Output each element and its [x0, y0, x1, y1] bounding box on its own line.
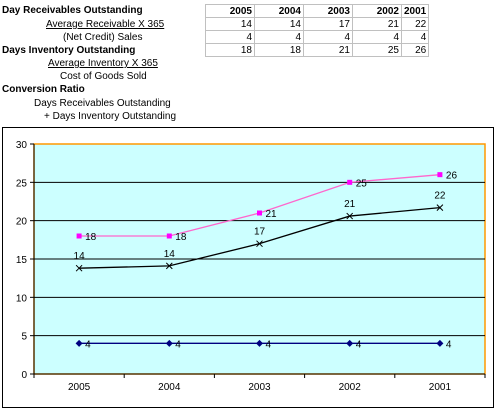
data-point-diamond — [75, 339, 83, 347]
data-point-x — [75, 264, 83, 272]
table-cell[interactable]: 18 — [205, 43, 255, 57]
data-label: 14 — [74, 251, 86, 262]
data-label: 18 — [85, 232, 97, 243]
data-point-diamond — [165, 339, 173, 347]
data-label: 26 — [446, 171, 458, 182]
ccr-line2: + Days Inventory Outstanding — [44, 111, 177, 122]
year-header: 2002 — [352, 4, 402, 18]
data-label: 22 — [434, 191, 446, 202]
chart-object[interactable]: 0 5 10 15 20 25 30 2005 2004 2003 2002 2001 18 18 21 25… — [2, 127, 494, 408]
y-tick-label: 10 — [16, 293, 28, 304]
data-label: 4 — [356, 339, 362, 350]
table-row: 14 14 17 21 22 — [205, 17, 430, 31]
table-cell[interactable]: 21 — [352, 17, 402, 31]
y-tick-label: 30 — [16, 140, 28, 151]
data-label: 4 — [266, 339, 272, 350]
year-header: 2003 — [303, 4, 353, 18]
dro-heading: Day Receivables Outstanding — [2, 5, 143, 16]
year-header: 2001 — [400, 4, 430, 18]
table-cell[interactable]: 17 — [303, 17, 353, 31]
x-tick-label: 2003 — [248, 382, 271, 393]
data-point-diamond — [346, 339, 354, 347]
data-point-square — [437, 172, 443, 178]
table-cell[interactable]: 4 — [303, 30, 353, 44]
table-header-row: 2005 2004 2003 2002 2001 — [205, 4, 430, 18]
data-label: 17 — [254, 227, 266, 238]
table-row: 18 18 21 25 26 — [205, 43, 430, 57]
data-label: 18 — [175, 232, 187, 243]
y-tick-label: 15 — [16, 255, 28, 266]
data-point-x — [436, 204, 444, 211]
dro-denominator: (Net Credit) Sales — [63, 32, 143, 43]
ccr-heading: Conversion Ratio — [2, 84, 85, 95]
year-header: 2004 — [254, 4, 304, 18]
data-point-square — [347, 179, 353, 185]
data-point-x — [346, 212, 354, 220]
data-table: 2005 2004 2003 2002 2001 14 14 17 21 22 … — [205, 4, 430, 57]
data-label: 25 — [356, 178, 368, 189]
table-cell[interactable]: 18 — [254, 43, 304, 57]
y-tick-label: 5 — [21, 332, 27, 343]
x-tick-label: 2005 — [68, 382, 91, 393]
table-cell[interactable]: 14 — [205, 17, 255, 31]
data-point-diamond — [256, 339, 263, 347]
dio-denominator: Cost of Goods Sold — [60, 71, 147, 82]
data-point-x — [256, 240, 263, 248]
table-cell[interactable]: 4 — [400, 30, 430, 44]
x-tick-label: 2001 — [429, 382, 452, 393]
table-cell[interactable]: 26 — [400, 43, 430, 57]
table-row: 4 4 4 4 4 — [205, 30, 430, 44]
data-point-square — [76, 233, 82, 239]
table-cell[interactable]: 4 — [352, 30, 402, 44]
table-cell[interactable]: 22 — [400, 17, 430, 31]
table-cell[interactable]: 4 — [254, 30, 304, 44]
data-point-x — [165, 262, 173, 270]
data-point-square — [257, 210, 262, 216]
data-label: 4 — [446, 339, 452, 350]
data-label: 21 — [266, 209, 278, 220]
table-cell[interactable]: 4 — [205, 30, 255, 44]
dio-heading: Days Inventory Outstanding — [2, 45, 136, 56]
table-cell[interactable]: 25 — [352, 43, 402, 57]
data-label: 4 — [175, 339, 181, 350]
data-label: 4 — [85, 339, 91, 350]
x-tick-label: 2004 — [158, 382, 181, 393]
data-label: 14 — [164, 249, 176, 260]
ccr-line1: Days Receivables Outstanding — [34, 98, 171, 109]
table-cell[interactable]: 21 — [303, 43, 353, 57]
data-point-diamond — [436, 339, 444, 347]
table-cell[interactable]: 14 — [254, 17, 304, 31]
y-tick-label: 20 — [16, 217, 28, 228]
year-header: 2005 — [205, 4, 255, 18]
x-tick-label: 2002 — [339, 382, 362, 393]
data-point-square — [166, 233, 172, 239]
dro-numerator: Average Receivable X 365 — [46, 19, 165, 30]
dio-numerator: Average Inventory X 365 — [48, 58, 158, 69]
data-label: 21 — [344, 199, 356, 210]
y-tick-label: 25 — [16, 178, 28, 189]
y-tick-label: 0 — [21, 370, 27, 381]
